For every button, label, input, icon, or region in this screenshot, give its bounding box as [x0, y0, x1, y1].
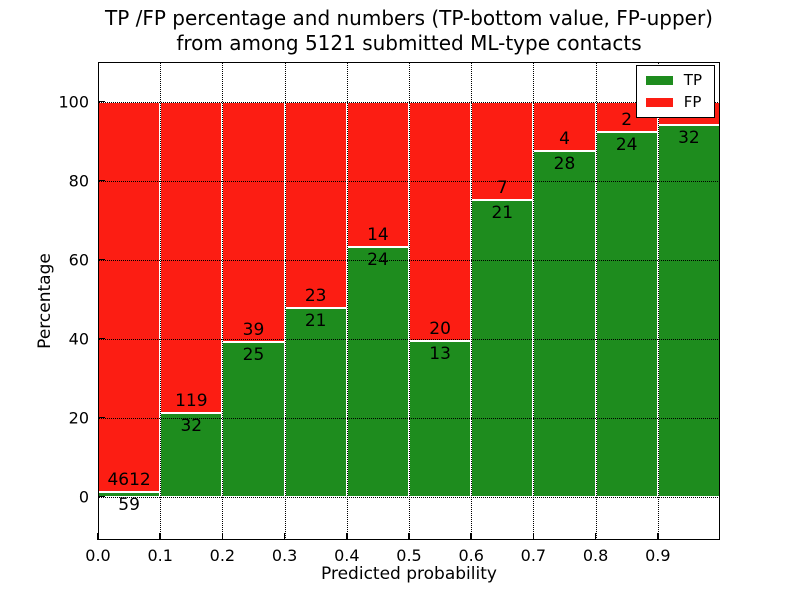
chart-title-line-1: TP /FP percentage and numbers (TP-bottom… — [105, 6, 713, 30]
bar-tp-segment — [284, 307, 347, 497]
x-axis-label: Predicted probability — [321, 564, 497, 584]
y-axis-tick — [98, 100, 105, 103]
fp-count-label: 119 — [175, 390, 208, 411]
y-tick-label: 0 — [78, 487, 89, 507]
bar-tp-segment — [533, 150, 596, 497]
fp-color-swatch-icon — [645, 98, 673, 107]
bar-fp-segment — [409, 101, 472, 341]
legend-label-fp: FP — [683, 93, 702, 111]
y-tick-label: 100 — [58, 92, 89, 111]
tp-count-label: 21 — [491, 203, 514, 224]
x-axis-tick — [159, 533, 161, 540]
legend: TP FP — [635, 65, 715, 118]
bar-fp-segment — [346, 101, 409, 248]
tp-count-label: 25 — [242, 345, 265, 366]
gridline-vertical — [595, 62, 597, 540]
bar-fp-segment — [98, 101, 161, 492]
fp-count-label: 23 — [304, 285, 327, 306]
y-axis-tick — [98, 258, 105, 261]
tp-count-label: 24 — [615, 134, 638, 155]
tp-count-label: 59 — [118, 494, 140, 515]
fp-count-label: 4 — [559, 128, 570, 149]
y-axis-tick — [98, 416, 105, 419]
plot-area: TP FP 4612 59 119 32 39 25 23 21 14 24 20 13 7 21 4 28 2… — [97, 62, 720, 540]
gridline-vertical — [657, 62, 659, 540]
gridline-vertical — [533, 62, 535, 540]
tp-count-label: 32 — [678, 127, 700, 148]
legend-item-fp: FP — [645, 93, 702, 111]
x-axis-tick — [532, 533, 535, 540]
x-axis-tick — [283, 533, 286, 540]
tp-count-label: 32 — [180, 415, 203, 436]
y-tick-label: 20 — [68, 408, 89, 428]
fp-count-label: 7 — [496, 178, 508, 199]
tp-count-label: 21 — [304, 310, 327, 331]
gridline-vertical — [471, 62, 473, 540]
bar-fp-segment — [471, 101, 534, 201]
x-axis-tick — [346, 533, 348, 540]
y-axis-tick — [98, 179, 105, 182]
x-axis-tick — [221, 533, 224, 540]
tp-count-label: 13 — [429, 343, 451, 364]
x-tick-label: 0.0 — [85, 546, 111, 565]
x-tick-label: 0.6 — [458, 546, 484, 565]
bar-tp-segment — [471, 200, 534, 497]
y-axis-label: Percentage — [35, 253, 55, 349]
x-tick-label: 0.7 — [520, 546, 547, 565]
tp-color-swatch-icon — [645, 76, 673, 85]
x-tick-label: 0.1 — [147, 546, 173, 565]
bar-tp-segment — [160, 412, 223, 497]
y-tick-label: 40 — [68, 329, 89, 349]
chart-title-line-2: from among 5121 submitted ML-type contac… — [176, 31, 642, 55]
x-axis-tick — [97, 533, 99, 540]
bar-fp-segment — [222, 101, 285, 343]
x-tick-label: 0.4 — [334, 546, 360, 565]
x-tick-label: 0.9 — [645, 546, 671, 565]
fp-count-label: 4612 — [107, 469, 151, 490]
fp-count-label: 39 — [242, 320, 265, 341]
tp-count-label: 24 — [367, 250, 389, 271]
bar-tp-segment — [409, 340, 472, 497]
y-tick-label: 80 — [68, 171, 89, 190]
gridline-vertical — [160, 62, 162, 540]
x-axis-tick — [470, 533, 472, 540]
legend-item-tp: TP — [645, 71, 702, 89]
bar-tp-segment — [346, 247, 409, 497]
bar-tp-segment — [222, 342, 285, 497]
fp-count-label: 2 — [621, 109, 633, 130]
y-axis-tick — [98, 495, 105, 498]
fp-count-label: 20 — [429, 318, 451, 339]
y-tick-label: 60 — [68, 250, 89, 270]
legend-label-tp: TP — [683, 71, 702, 89]
x-tick-label: 0.5 — [396, 546, 422, 565]
gridline-vertical — [284, 62, 286, 540]
x-tick-label: 0.8 — [582, 546, 609, 565]
tp-count-label: 28 — [553, 153, 576, 174]
bar-fp-segment — [284, 101, 347, 308]
x-axis-tick — [408, 533, 410, 540]
x-tick-label: 0.2 — [209, 546, 236, 565]
gridline-vertical — [346, 62, 348, 540]
x-tick-label: 0.3 — [271, 546, 298, 565]
bar-tp-segment — [595, 131, 658, 497]
x-axis-tick — [594, 533, 597, 540]
gridline-vertical — [409, 62, 410, 540]
bar-fp-segment — [160, 101, 223, 413]
fp-count-label: 14 — [367, 225, 389, 246]
gridline-vertical — [222, 62, 224, 540]
x-axis-tick — [657, 533, 659, 540]
y-axis-tick — [98, 337, 105, 340]
